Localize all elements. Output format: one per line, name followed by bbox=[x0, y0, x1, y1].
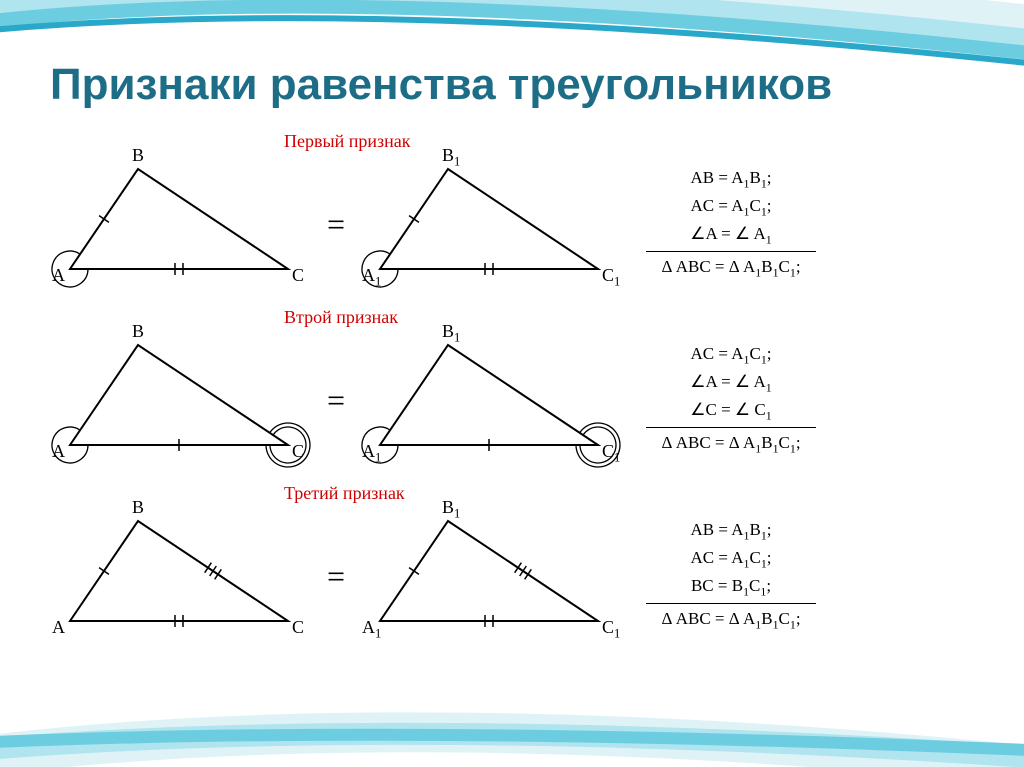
criterion-row-3: Третий признак A B C= A1 B1 C1AB = A1B1;… bbox=[50, 483, 974, 651]
divider-line bbox=[646, 251, 816, 252]
equals-sign: = bbox=[316, 382, 356, 419]
condition-line: ∠A = ∠ A1 bbox=[646, 369, 816, 397]
condition-line: AC = A1C1; bbox=[646, 545, 816, 573]
divider-line bbox=[646, 603, 816, 604]
triangle-svg bbox=[360, 149, 622, 299]
triangle-left: A B C bbox=[50, 149, 312, 299]
condition-line: AC = A1C1; bbox=[646, 341, 816, 369]
triangle-svg bbox=[50, 325, 312, 475]
triangle-svg bbox=[360, 501, 622, 651]
divider-line bbox=[646, 427, 816, 428]
equals-sign: = bbox=[316, 206, 356, 243]
condition-line: AB = A1B1; bbox=[646, 165, 816, 193]
condition-line: ∠A = ∠ A1 bbox=[646, 221, 816, 249]
triangle-svg bbox=[360, 325, 622, 475]
equals-sign: = bbox=[316, 558, 356, 595]
triangle-left: A B C bbox=[50, 325, 312, 475]
triangle-right: A1 B1 C1 bbox=[360, 501, 622, 651]
triangle-svg bbox=[50, 501, 312, 651]
condition-line: AC = A1C1; bbox=[646, 193, 816, 221]
criterion-row-2: Втрой признак A B C= A1 B1 C1AC = A1C1;∠… bbox=[50, 307, 974, 475]
conclusion-line: Δ ABC = Δ A1B1C1; bbox=[646, 254, 816, 282]
triangle-right: A1 B1 C1 bbox=[360, 325, 622, 475]
page-title: Признаки равенства треугольников bbox=[50, 60, 974, 111]
conclusion-line: Δ ABC = Δ A1B1C1; bbox=[646, 430, 816, 458]
conditions-block: AB = A1B1;AC = A1C1;∠A = ∠ A1 Δ ABC = Δ A… bbox=[646, 165, 816, 281]
condition-line: AB = A1B1; bbox=[646, 517, 816, 545]
condition-line: ∠C = ∠ C1 bbox=[646, 397, 816, 425]
conclusion-line: Δ ABC = Δ A1B1C1; bbox=[646, 606, 816, 634]
triangle-svg bbox=[50, 149, 312, 299]
conditions-block: AC = A1C1;∠A = ∠ A1∠C = ∠ C1 Δ ABC = Δ A1… bbox=[646, 341, 816, 457]
triangle-left: A B C bbox=[50, 501, 312, 651]
triangle-right: A1 B1 C1 bbox=[360, 149, 622, 299]
conditions-block: AB = A1B1;AC = A1C1;BC = B1C1; Δ ABC = Δ … bbox=[646, 517, 816, 633]
condition-line: BC = B1C1; bbox=[646, 573, 816, 601]
criterion-row-1: Первый признак A B C= A1 B1 C1AB = A1B1;… bbox=[50, 131, 974, 299]
